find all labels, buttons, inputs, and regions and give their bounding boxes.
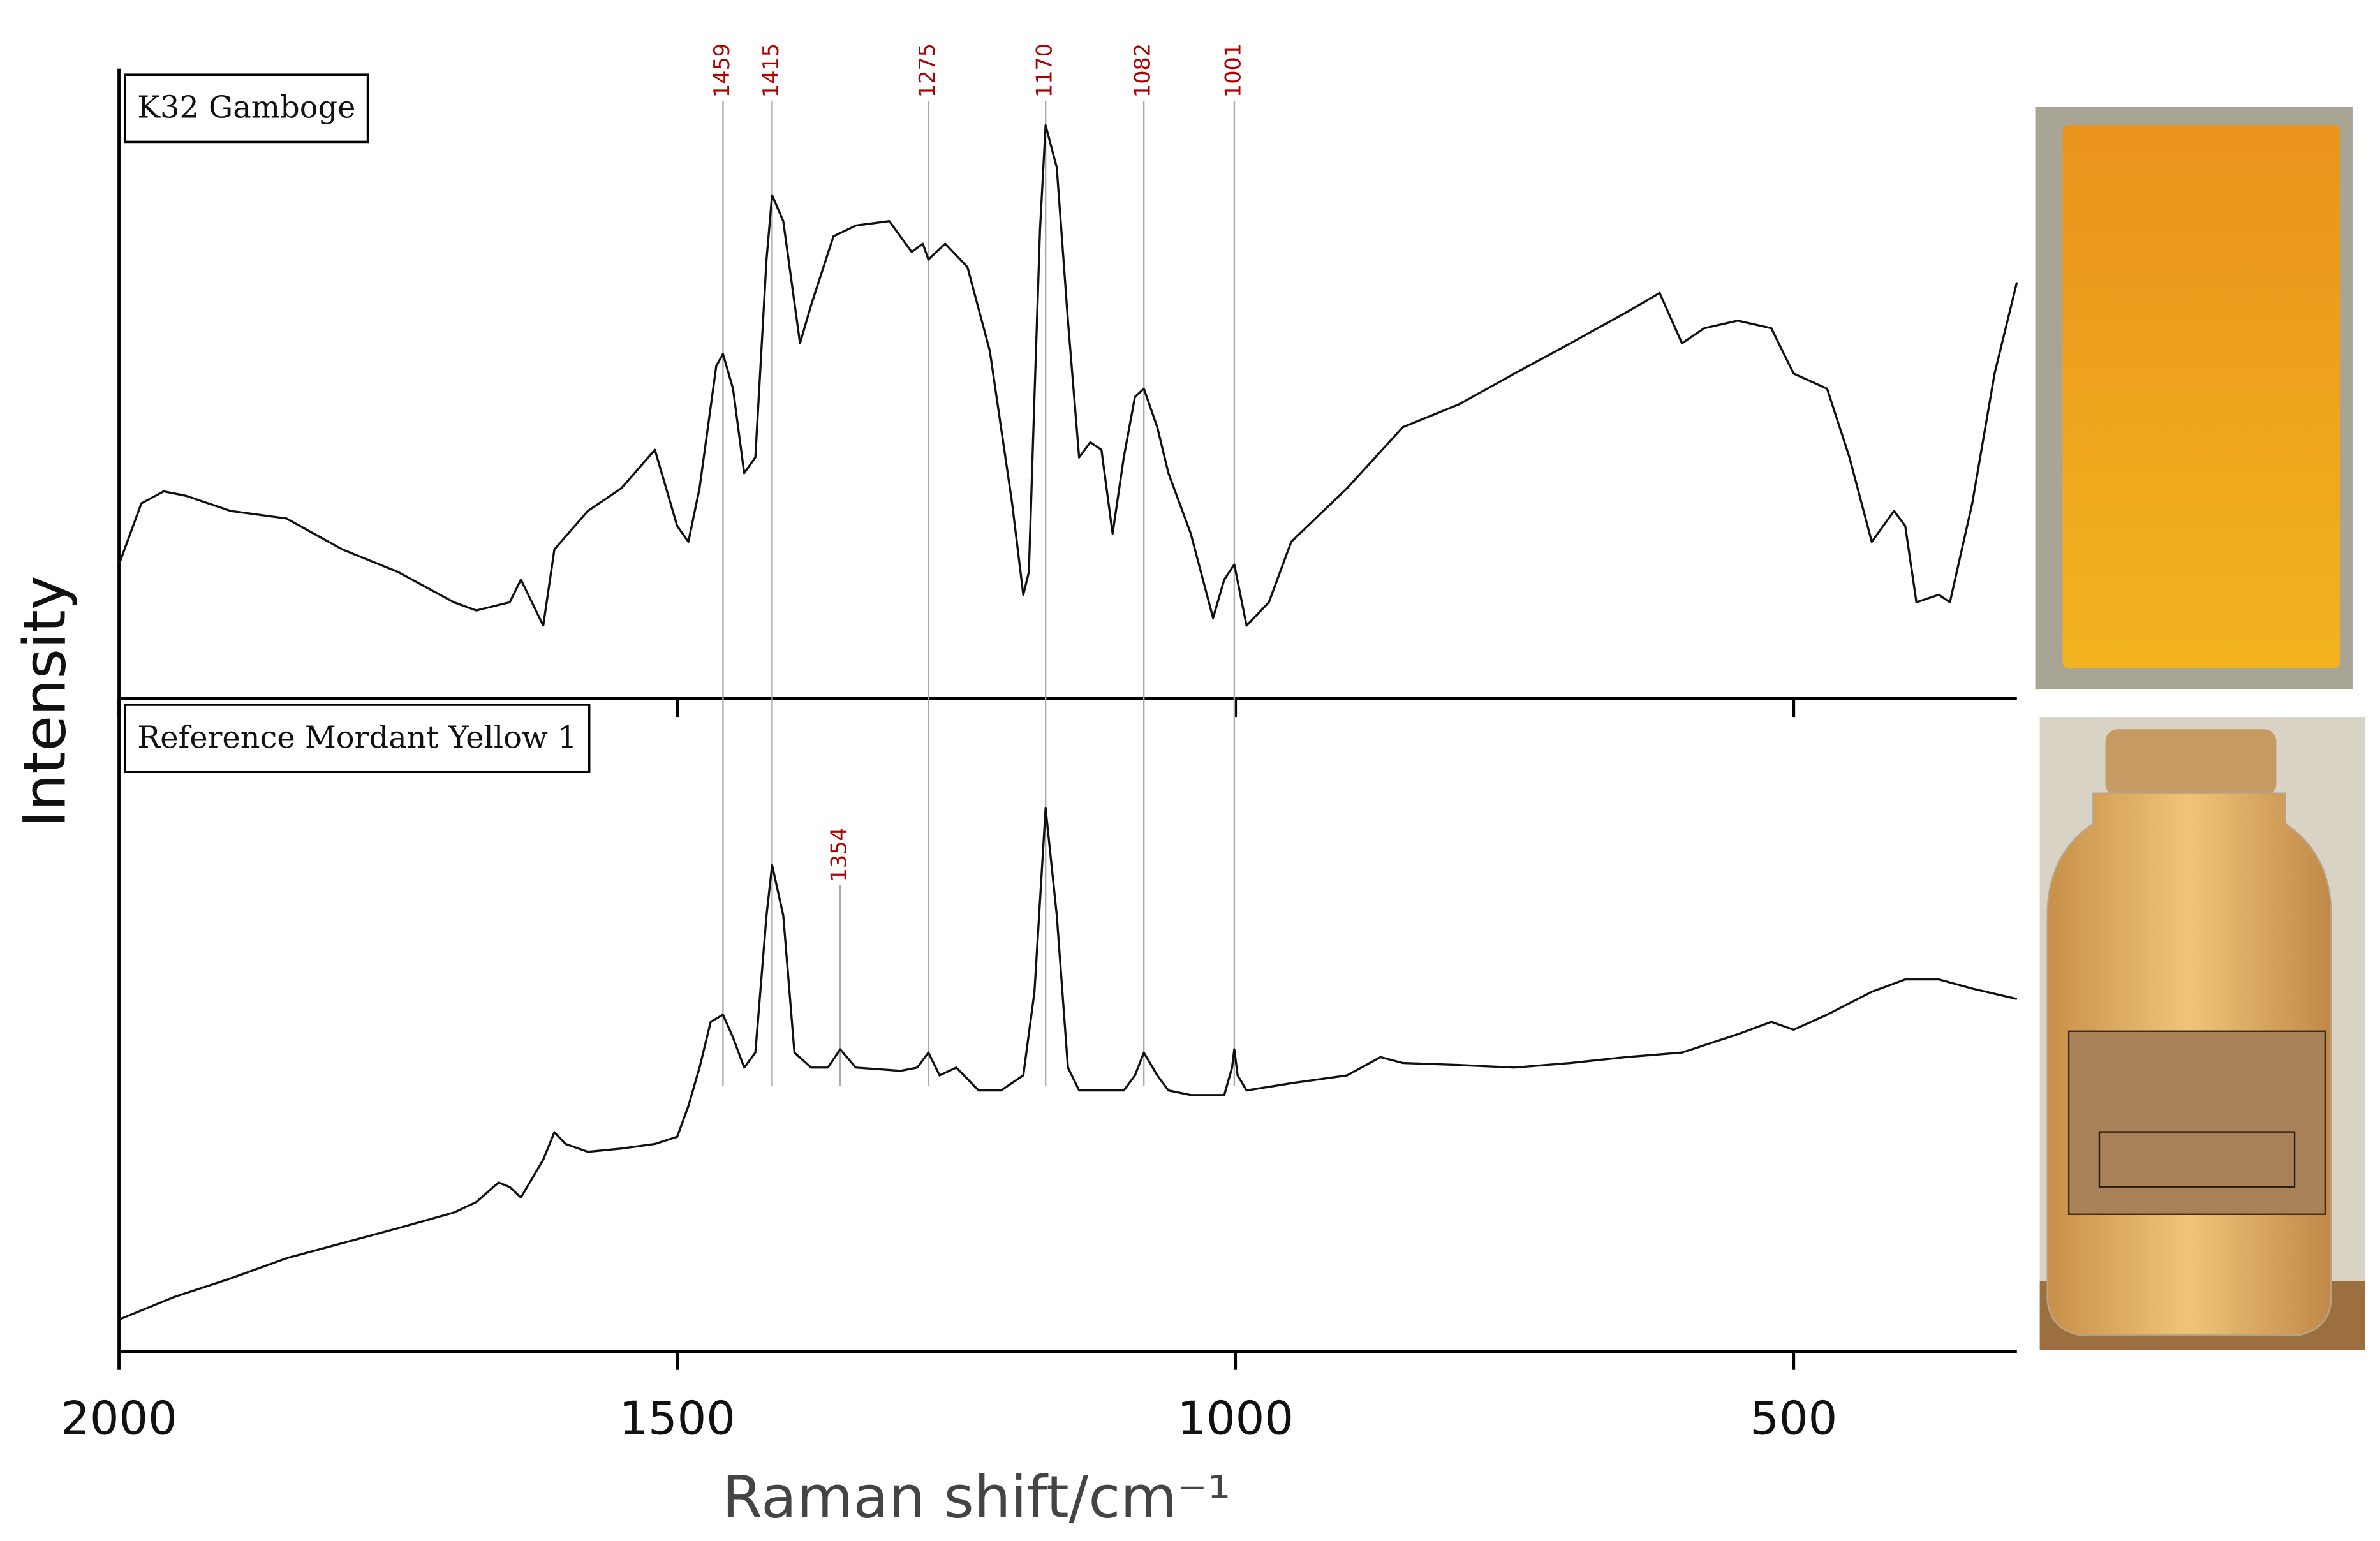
legend-label: K32 Gamboge [137,91,355,126]
x-tick-label: 1000 [1177,1392,1294,1445]
peak-label: 1170 [1032,43,1057,98]
x-tick-label: 500 [1750,1392,1837,1445]
x-tick-label: 1500 [619,1392,735,1445]
legend-box [124,73,369,144]
spectrum-line [117,124,2018,627]
legend-label: Reference Mordant Yellow 1 [137,720,577,755]
sample-photo [2035,107,2353,690]
peak-label: 1415 [758,43,783,98]
peak-label: 1275 [915,43,940,98]
legend-box [124,704,591,773]
y-axis-title: Intensity [11,575,78,828]
reference-photo [2039,717,2365,1350]
x-tick-label: 2000 [61,1392,177,1445]
peak-label: 1082 [1130,43,1155,98]
spectrum-line [118,807,2018,1321]
peak-label: 1354 [827,827,852,881]
x-axis-title: Raman shift/cm⁻¹ [722,1464,1231,1531]
peak-label: 1459 [709,43,734,98]
peak-label: 1001 [1220,43,1245,98]
